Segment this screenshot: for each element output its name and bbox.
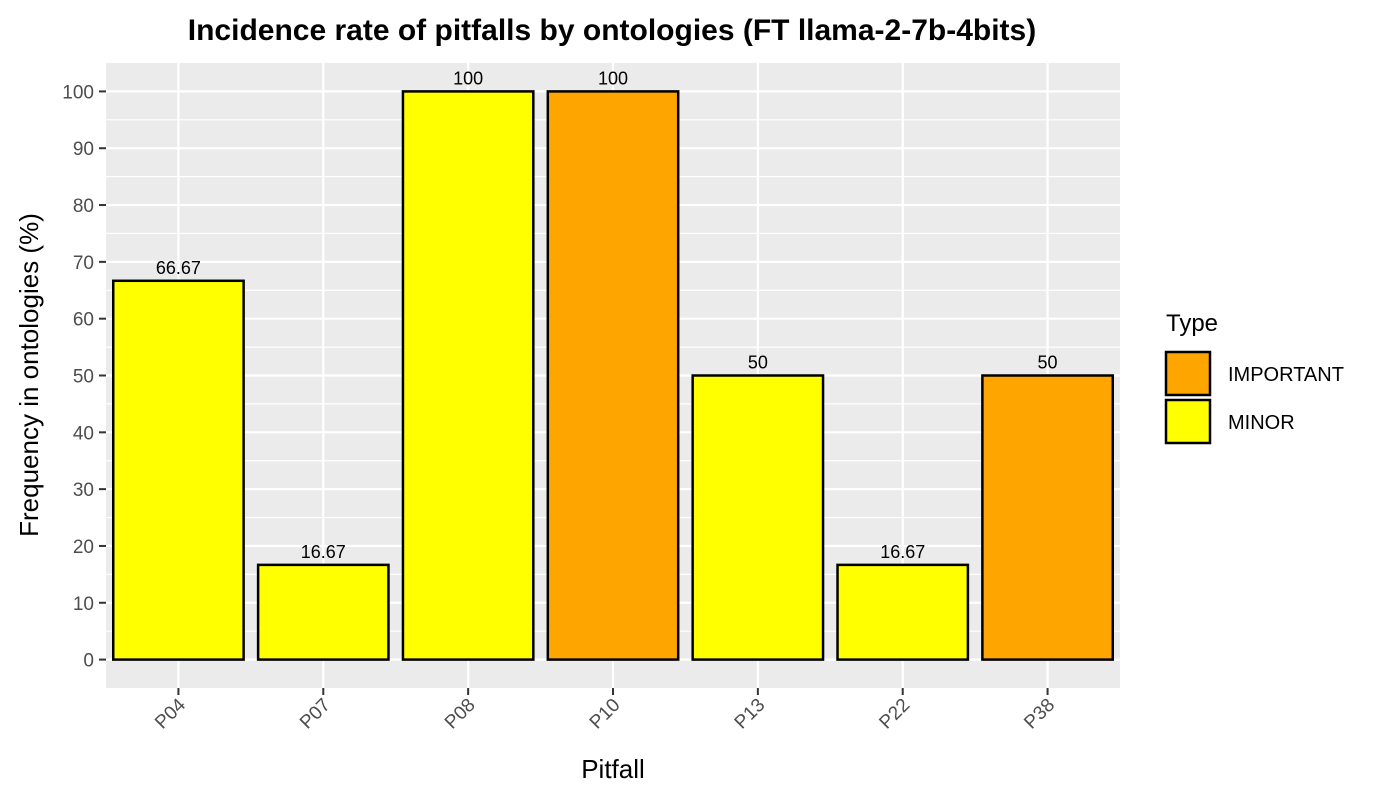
bar-p07	[256, 563, 390, 661]
y-tick-label: 70	[73, 253, 94, 274]
y-tick-label: 10	[73, 594, 94, 615]
bar-p04	[111, 279, 245, 661]
y-tick-label: 60	[73, 310, 94, 331]
y-tick-label: 80	[73, 196, 94, 217]
x-tick-label: P07	[296, 695, 335, 734]
legend-key-minor	[1164, 398, 1212, 445]
bar-value-label: 100	[598, 68, 628, 88]
bar-value-label: 50	[1038, 353, 1058, 373]
legend-label-minor: MINOR	[1228, 412, 1295, 434]
y-tick-label: 100	[62, 82, 94, 103]
bar-p08	[401, 90, 535, 661]
bar-p13	[691, 374, 825, 661]
bar-p10	[546, 90, 680, 661]
x-tick-label: P08	[441, 695, 480, 734]
legend-items: IMPORTANT MINOR	[1164, 350, 1344, 445]
x-tick-label: P22	[875, 695, 914, 734]
bars	[111, 90, 1115, 661]
y-axis-title: Frequency in ontologies (%)	[14, 213, 44, 537]
y-tick-label: 0	[83, 651, 94, 672]
bar-value-label: 16.67	[301, 542, 346, 562]
x-axis-ticks: P04 P07 P08 P10 P13 P22 P38	[151, 688, 1059, 733]
x-tick-label: P13	[731, 695, 770, 734]
legend: Type IMPORTANT MINOR	[1164, 310, 1344, 445]
legend-title: Type	[1166, 310, 1218, 337]
y-tick-label: 30	[73, 480, 94, 501]
y-tick-label: 20	[73, 537, 94, 558]
bar-value-label: 50	[748, 353, 768, 373]
x-axis-title: Pitfall	[581, 754, 645, 784]
x-tick-label: P10	[586, 695, 625, 734]
chart-title: Incidence rate of pitfalls by ontologies…	[188, 14, 1036, 47]
y-tick-label: 90	[73, 139, 94, 160]
legend-key-important	[1164, 350, 1212, 397]
x-tick-label: P38	[1020, 695, 1059, 734]
bar-value-label: 66.67	[156, 258, 201, 278]
y-tick-label: 50	[73, 367, 94, 388]
legend-label-important: IMPORTANT	[1228, 364, 1344, 386]
bar-value-label: 100	[453, 68, 483, 88]
bar-value-label: 16.67	[880, 542, 925, 562]
x-tick-label: P04	[151, 694, 190, 733]
bar-value-labels: 66.67 16.67 100 100 50 16.67 50	[156, 68, 1058, 561]
bar-p22	[836, 563, 970, 661]
y-tick-label: 40	[73, 423, 94, 444]
bar-p38	[981, 374, 1115, 661]
y-axis-ticks: 0 10 20 30 40 50 60 70 80 90 100	[62, 82, 106, 672]
